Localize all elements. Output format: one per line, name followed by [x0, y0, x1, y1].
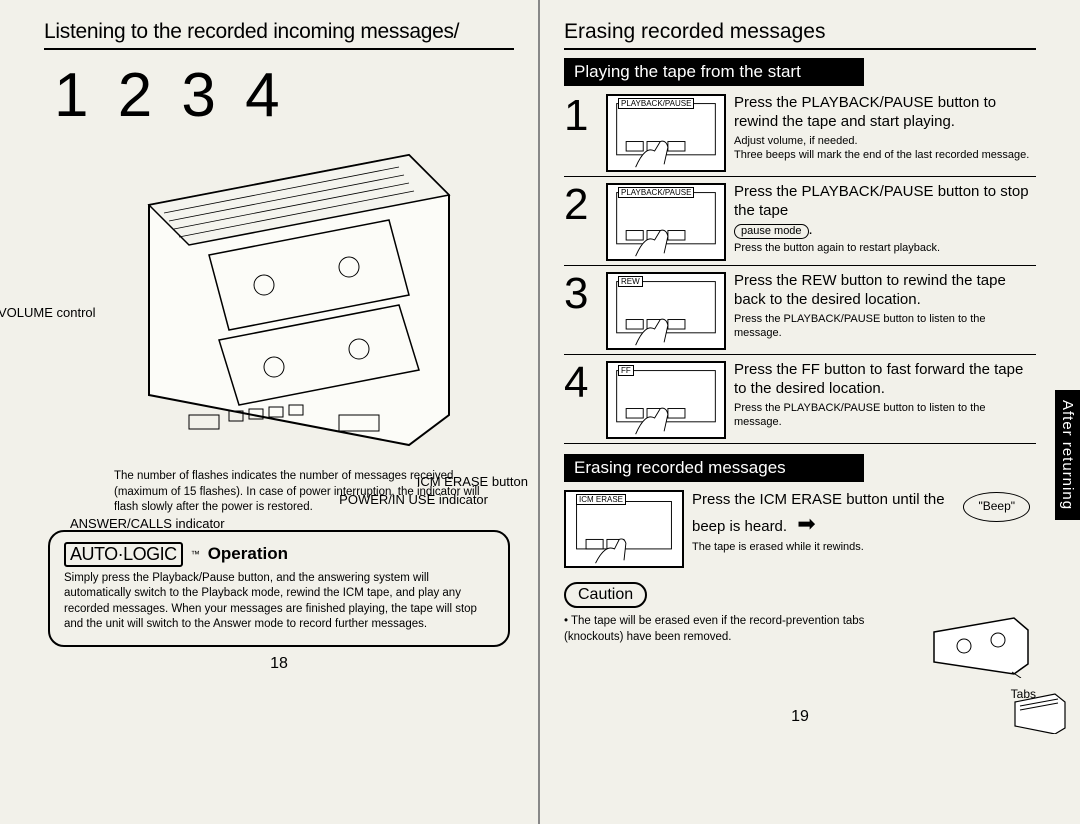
callout-icm-erase: ICM ERASE button [417, 474, 528, 490]
thumb-label-icm: ICM ERASE [576, 494, 626, 505]
section-erasing: Erasing recorded messages [564, 454, 864, 482]
step-number: 1 [564, 94, 598, 172]
step-text: Press the PLAYBACK/PAUSE button to rewin… [734, 94, 1036, 172]
beep-oval: "Beep" [963, 492, 1030, 522]
autologic-logo: AUTO·LOGIC [64, 542, 183, 567]
thumb-label: FF [618, 365, 634, 376]
callout-volume: VOLUME control [0, 305, 96, 321]
step-row-4: 4 FF Press the FF button to fast forward t… [564, 357, 1036, 444]
left-page: Listening to the recorded incoming messa… [0, 0, 540, 824]
step-thumb: FF [606, 361, 726, 439]
thumb-label: PLAYBACK/PAUSE [618, 98, 694, 109]
step-thumb: PLAYBACK/PAUSE [606, 183, 726, 261]
pause-mode-pill: pause mode [734, 224, 809, 240]
step-row-2: 2 PLAYBACK/PAUSE Press the PLAYBACK/PAUSE … [564, 179, 1036, 266]
cassette-icon [926, 614, 1036, 678]
step-text: Press the REW button to rewind the tape … [734, 272, 1036, 350]
step-row-1: 1 PLAYBACK/PAUSE Press the PLAYBACK/PAUSE … [564, 90, 1036, 177]
callout-answer-calls: ANSWER/CALLS indicator [70, 516, 225, 532]
caution-label: Caution [564, 582, 647, 608]
step-row-3: 3 REW Press the REW button to rewind the t… [564, 268, 1036, 355]
autologic-operation-label: Operation [208, 544, 288, 564]
step-number: 4 [564, 361, 598, 439]
step-thumb: REW [606, 272, 726, 350]
step-sub: Press the button again to restart playba… [734, 241, 1036, 255]
steps-list: 1 PLAYBACK/PAUSE Press the PLAYBACK/PAUSE … [564, 90, 1036, 444]
thumb-label: PLAYBACK/PAUSE [618, 187, 694, 198]
step-main: Press the PLAYBACK/PAUSE button to rewin… [734, 94, 1036, 132]
step-main: Press the REW button to rewind the tape … [734, 272, 1036, 310]
callout-power-in-use: POWER/IN USE indicator [339, 492, 488, 508]
section-playing-tape: Playing the tape from the start [564, 58, 864, 86]
step-main: Press the FF button to fast forward the … [734, 361, 1036, 399]
autologic-tm: ™ [191, 549, 200, 559]
step-thumb: PLAYBACK/PAUSE [606, 94, 726, 172]
step-number: 3 [564, 272, 598, 350]
device-illustration [89, 135, 469, 465]
arrow-right-icon: ➡ [797, 510, 815, 539]
erase-section: Erasing recorded messages ICM ERASE "Bee… [564, 454, 1036, 568]
page-number-left: 18 [44, 655, 514, 673]
autologic-box: AUTO·LOGIC ™ Operation Simply press the … [48, 530, 510, 647]
step-text: Press the FF button to fast forward the … [734, 361, 1036, 439]
answering-machine-icon [89, 135, 469, 465]
mini-device-icon [1010, 690, 1070, 734]
callout-numbers: 1 2 3 4 [54, 60, 514, 131]
step-sub: Press the PLAYBACK/PAUSE button to liste… [734, 401, 1036, 430]
side-tab-after-returning: After returning [1055, 390, 1080, 520]
step-number: 2 [564, 183, 598, 261]
autologic-body: Simply press the Playback/Pause button, … [64, 571, 494, 633]
step-text: Press the PLAYBACK/PAUSE button to stop … [734, 183, 1036, 261]
caution-body-text: • The tape will be erased even if the re… [564, 614, 916, 702]
step-main: Press the PLAYBACK/PAUSE button to stop … [734, 183, 1036, 221]
step-sub: Press the PLAYBACK/PAUSE button to liste… [734, 312, 1036, 341]
caution-section: Caution • The tape will be erased even i… [564, 582, 1036, 702]
step-sub: Adjust volume, if needed.Three beeps wil… [734, 134, 1036, 163]
erase-main-text: Press the ICM ERASE button until the bee… [692, 491, 945, 535]
right-title: Erasing recorded messages [564, 20, 1036, 50]
left-title: Listening to the recorded incoming messa… [44, 20, 514, 50]
erase-sub-text: The tape is erased while it rewinds. [692, 540, 1036, 554]
page-number-right: 19 [564, 708, 1036, 726]
thumb-label: REW [618, 276, 643, 287]
thumb-icm-erase: ICM ERASE [564, 490, 684, 568]
right-page: Erasing recorded messages Playing the ta… [540, 0, 1080, 824]
